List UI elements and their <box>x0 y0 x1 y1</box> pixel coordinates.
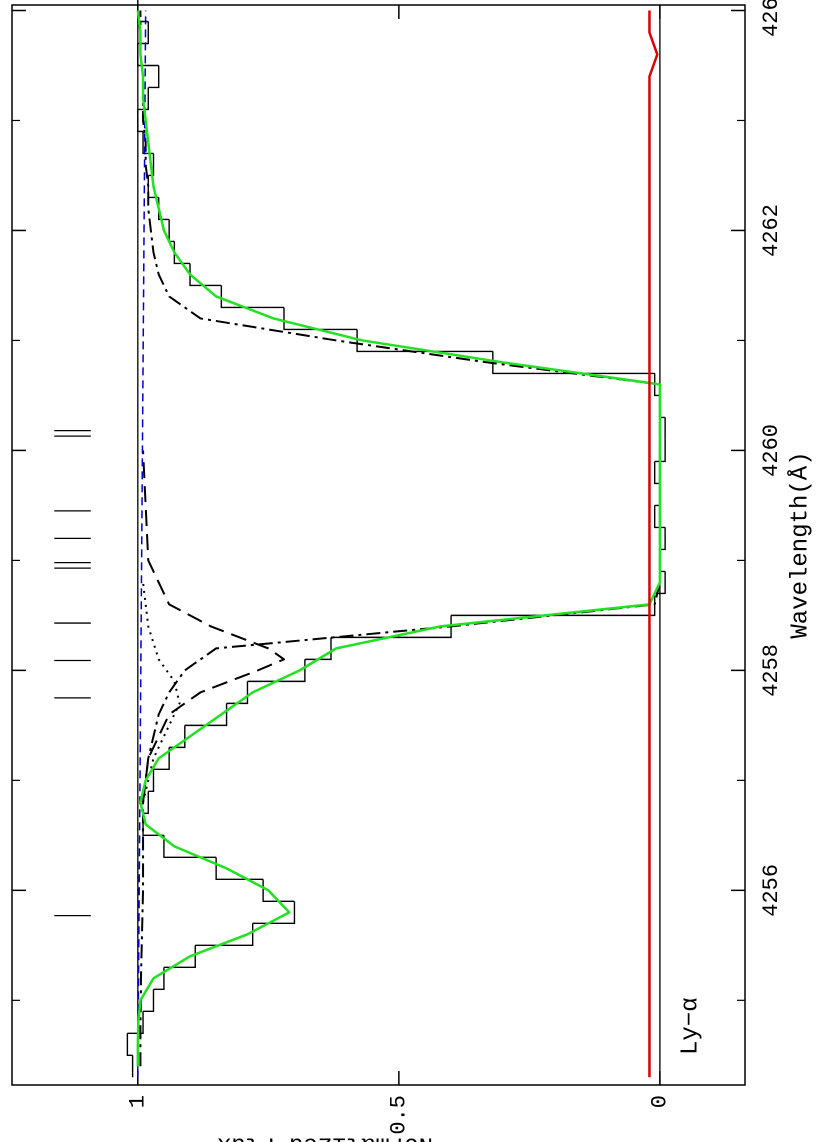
data-step <box>330 615 452 639</box>
x-tick-label: 4262 <box>759 204 784 257</box>
data-step <box>189 263 222 287</box>
series-line <box>142 450 286 803</box>
y-axis-label: Normalized Flux <box>217 1131 433 1142</box>
x-tick-label: 4258 <box>759 644 784 697</box>
data-step <box>220 285 285 309</box>
annotation: Ly−α <box>677 997 704 1055</box>
data-step <box>137 0 149 23</box>
data-step <box>148 769 155 793</box>
data-step <box>659 527 666 551</box>
y-tick-label: 0 <box>648 1095 673 1108</box>
data-step <box>226 681 249 705</box>
plot-frame <box>11 4 746 1086</box>
y-tick-label: 1 <box>126 1095 151 1108</box>
data-step <box>283 307 358 331</box>
data-step <box>653 505 666 529</box>
data-step <box>247 659 306 683</box>
data-step <box>653 461 660 485</box>
data-step <box>451 593 656 617</box>
data-step <box>148 153 155 177</box>
data-step <box>304 637 332 661</box>
data-step <box>143 989 155 1013</box>
data-step <box>153 967 165 991</box>
x-axis-label: Wavelength(Å) <box>786 451 814 638</box>
data-step <box>143 791 149 815</box>
data-step <box>356 329 493 353</box>
x-tick-label: 4256 <box>759 864 784 917</box>
data-step <box>126 1033 133 1057</box>
data-step <box>153 747 170 771</box>
series-line <box>137 10 147 1078</box>
rotated-plot: Wavelength(Å) Normalized Flux Ly−α 4256 4… <box>11 0 814 1142</box>
data-step <box>127 1011 144 1035</box>
series-line <box>139 10 661 1067</box>
data-step <box>163 945 196 969</box>
data-step <box>137 87 149 111</box>
data-step <box>137 109 144 133</box>
data-step <box>168 219 175 243</box>
data-step <box>137 43 159 67</box>
y-tick-label: 0.5 <box>387 1095 412 1135</box>
data-step <box>653 373 660 397</box>
data-step <box>148 65 160 89</box>
x-tick-label: 4260 <box>759 424 784 477</box>
series-line <box>136 10 662 1067</box>
data-step <box>173 241 191 265</box>
x-tick-label: 4264 <box>759 0 784 37</box>
series-line <box>648 10 659 1078</box>
data-step <box>492 351 655 375</box>
data-step <box>654 439 666 463</box>
